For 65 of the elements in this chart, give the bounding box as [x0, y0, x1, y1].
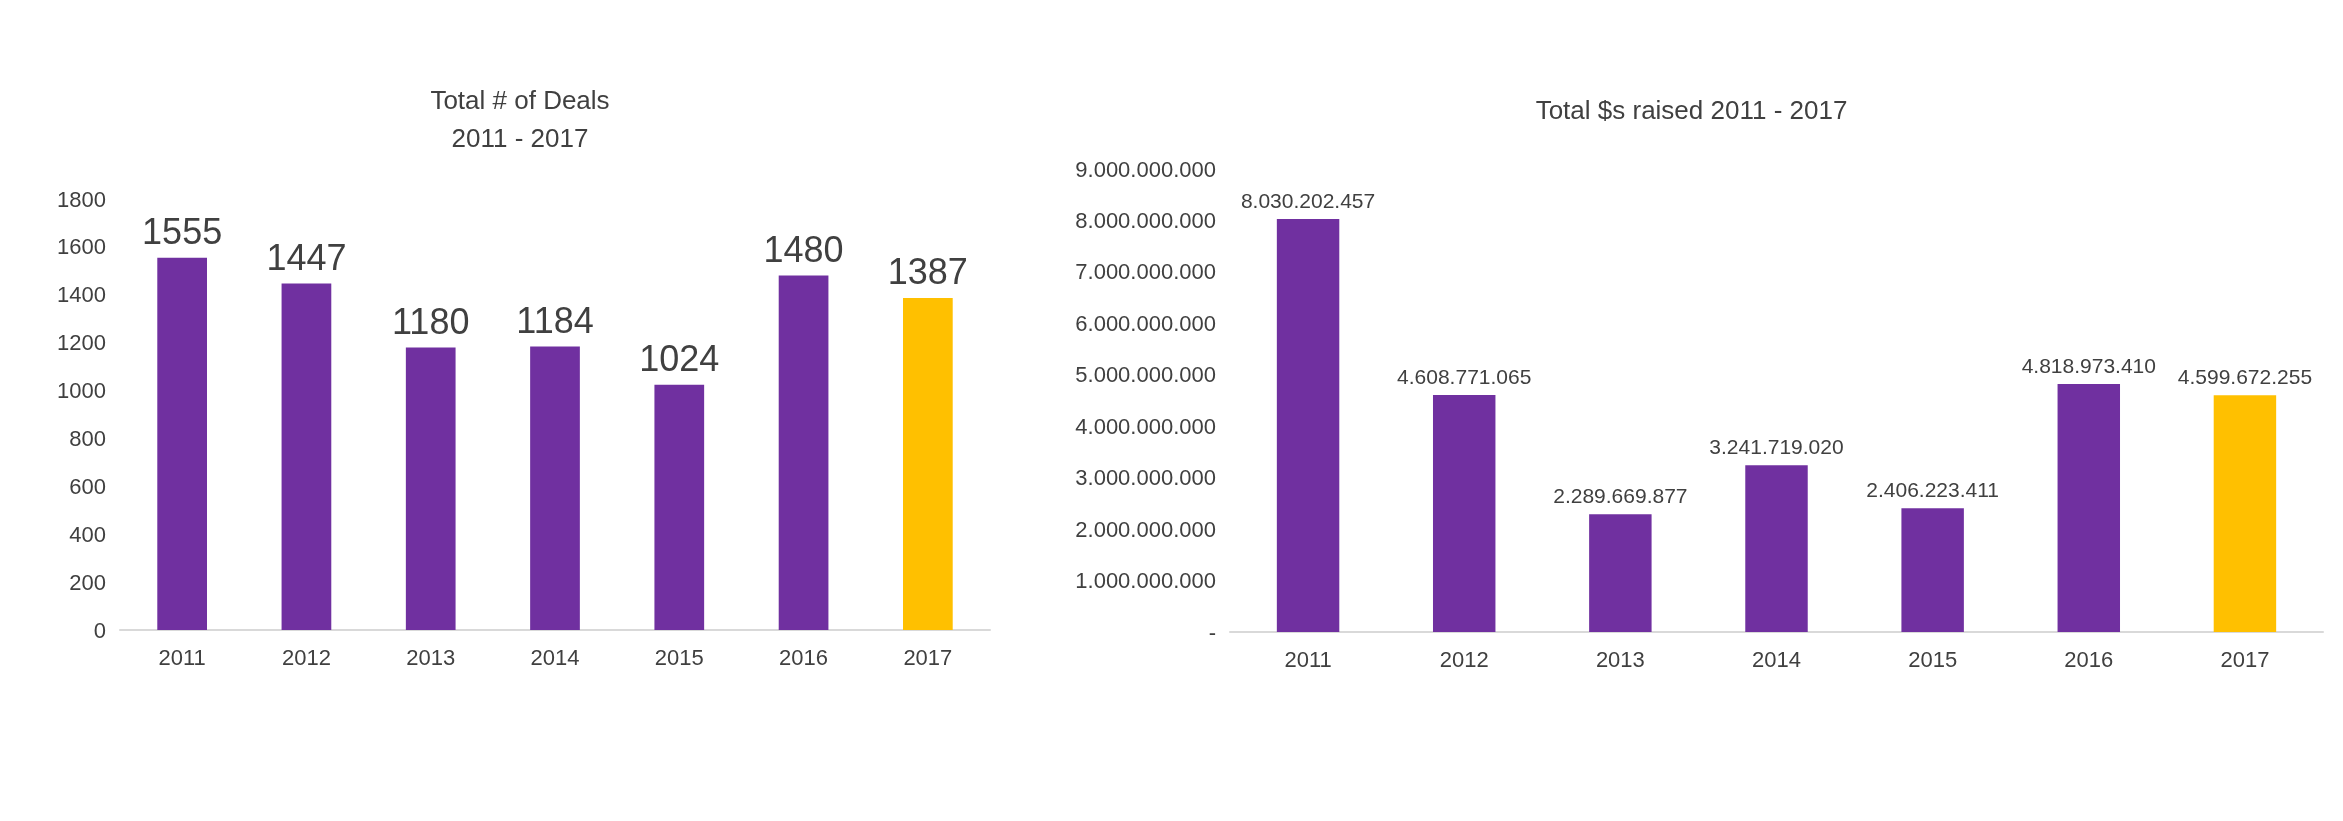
bar [778, 275, 829, 630]
y-tick-label: 4.000.000.000 [1075, 413, 1216, 439]
x-tick-label: 2017 [903, 644, 953, 670]
y-tick-label: 1400 [57, 282, 106, 308]
y-tick-label: 9.000.000.000 [1075, 156, 1216, 182]
data-label: 1024 [639, 338, 720, 380]
y-tick-label: 2.000.000.000 [1075, 516, 1216, 542]
data-label: 2.406.223.411 [1866, 478, 2000, 502]
y-tick-label: 7.000.000.000 [1075, 259, 1216, 285]
data-label: 4.818.973.410 [2021, 354, 2156, 378]
bar [157, 257, 207, 630]
x-tick-label: 2012 [1439, 646, 1489, 672]
x-tick-label: 2013 [1595, 646, 1645, 672]
y-tick-label: 1000 [57, 378, 106, 404]
x-tick-label: 2011 [1284, 646, 1332, 672]
y-tick-label: 600 [69, 473, 106, 499]
data-label: 1387 [887, 251, 968, 293]
y-tick-label: 1200 [57, 330, 106, 356]
x-tick-label: 2011 [158, 644, 206, 670]
data-label: 2.289.669.877 [1553, 484, 1688, 508]
bar [1745, 465, 1808, 632]
chart-title: Total $s raised 2011 - 2017 [1535, 95, 1848, 125]
data-label: 1447 [266, 237, 347, 279]
y-tick-label: 0 [93, 617, 106, 643]
x-tick-label: 2014 [1752, 646, 1801, 672]
bar [1901, 508, 1964, 632]
bar [1432, 394, 1496, 632]
x-tick-label: 2016 [779, 644, 829, 670]
y-tick-label: 1800 [57, 186, 106, 212]
y-tick-label: 1.000.000.000 [1075, 568, 1216, 594]
x-tick-label: 2013 [406, 644, 456, 670]
x-tick-label: 2016 [2064, 646, 2114, 672]
bar [1589, 514, 1652, 632]
data-label: 4.608.771.065 [1397, 364, 1532, 388]
chart-subtitle: 2011 - 2017 [451, 123, 589, 153]
bar [2213, 395, 2277, 632]
y-tick-label: 5.000.000.000 [1075, 362, 1216, 388]
y-tick-label: - [1208, 619, 1216, 645]
bar [405, 347, 456, 630]
data-label: 1555 [142, 211, 223, 253]
y-tick-label: 3.000.000.000 [1075, 465, 1216, 491]
y-tick-label: 6.000.000.000 [1075, 310, 1216, 336]
data-label: 1480 [763, 229, 844, 271]
bar [530, 346, 580, 630]
x-tick-label: 2012 [281, 644, 331, 670]
data-label: 4.599.672.255 [2177, 365, 2313, 389]
bar [281, 283, 332, 630]
y-tick-label: 1600 [57, 234, 106, 260]
x-tick-label: 2015 [1908, 646, 1958, 672]
y-tick-label: 400 [69, 521, 106, 547]
bar [903, 297, 953, 630]
bar [654, 384, 705, 630]
x-tick-label: 2017 [2220, 646, 2270, 672]
bar [2057, 384, 2121, 632]
y-tick-label: 200 [69, 569, 106, 595]
chart-title: Total # of Deals [430, 85, 610, 115]
y-tick-label: 8.000.000.000 [1075, 207, 1216, 233]
data-label: 8.030.202.457 [1240, 188, 1376, 212]
x-tick-label: 2015 [654, 644, 704, 670]
data-label: 1184 [516, 300, 594, 341]
bar [1276, 218, 1340, 632]
y-tick-label: 800 [69, 425, 106, 451]
x-tick-label: 2014 [530, 644, 580, 670]
data-label: 1180 [392, 300, 470, 342]
data-label: 3.241.719.020 [1709, 435, 1844, 459]
